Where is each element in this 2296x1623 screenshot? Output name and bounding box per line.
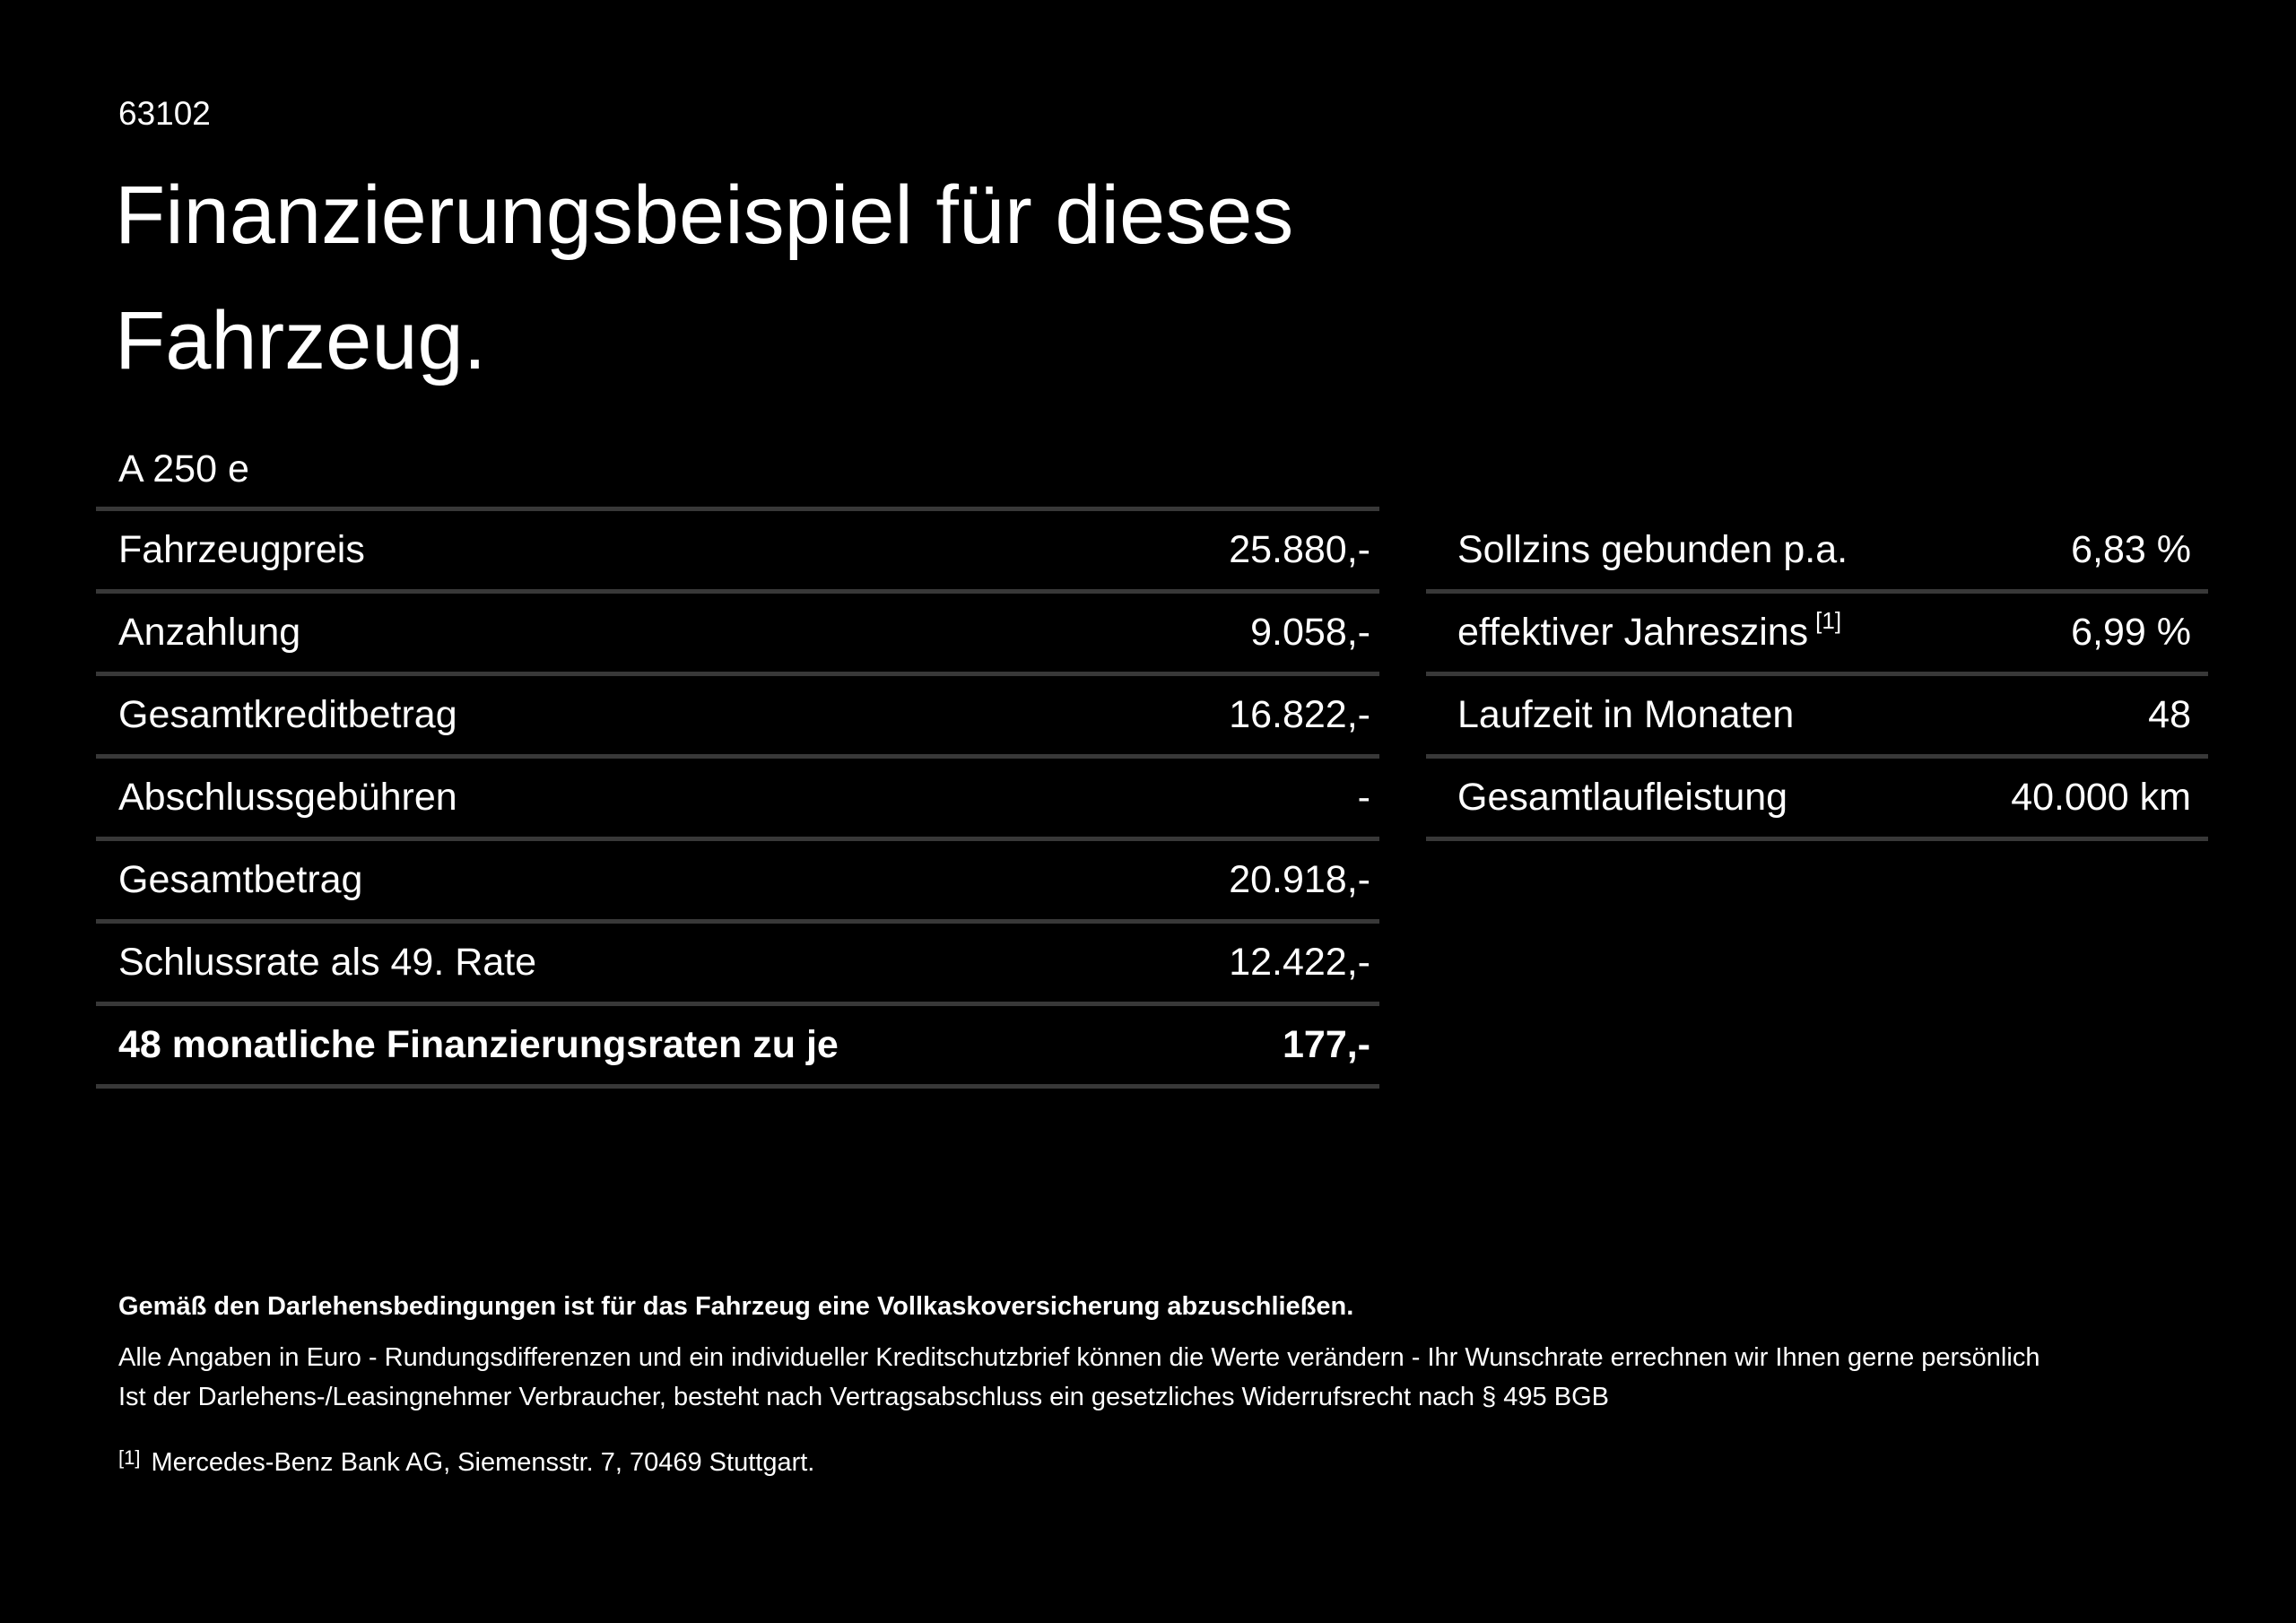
footnote-marker: [1] <box>118 1446 141 1469</box>
row-label: Gesamtlaufleistung <box>1457 776 1788 819</box>
disclaimer-line-1: Alle Angaben in Euro - Rundungsdifferenz… <box>118 1343 2040 1372</box>
table-row-sollzins: Sollzins gebunden p.a. 6,83 % <box>1426 511 2208 594</box>
footnote-ref-marker: [1] <box>1815 607 1842 634</box>
table-row-gesamtkreditbetrag: Gesamtkreditbetrag 16.822,- <box>96 672 1379 754</box>
row-value: 20.918,- <box>1229 858 1370 901</box>
row-label: Anzahlung <box>118 611 301 654</box>
vehicle-model: A 250 e <box>118 447 249 490</box>
row-value: 9.058,- <box>1250 611 1370 654</box>
table-row-anzahlung: Anzahlung 9.058,- <box>96 589 1379 672</box>
row-label: effektiver Jahreszins [1] <box>1457 609 1841 655</box>
page-title-line-2: Fahrzeug. <box>115 295 487 386</box>
row-value: 12.422,- <box>1229 941 1370 984</box>
bank-footnote: [1] Mercedes-Benz Bank AG, Siemensstr. 7,… <box>118 1447 2039 1478</box>
row-label: Fahrzeugpreis <box>118 528 365 571</box>
row-label: Abschlussgebühren <box>118 776 457 819</box>
row-value: - <box>1357 776 1370 819</box>
table-row-fahrzeugpreis: Fahrzeugpreis 25.880,- <box>96 507 1379 589</box>
row-label: Laufzeit in Monaten <box>1457 693 1795 736</box>
table-row-schlussrate: Schlussrate als 49. Rate 12.422,- <box>96 919 1379 1002</box>
footnote-text: Mercedes-Benz Bank AG, Siemensstr. 7, 70… <box>151 1448 815 1477</box>
row-label: Gesamtkreditbetrag <box>118 693 457 736</box>
row-value: 6,83 % <box>2071 528 2191 571</box>
row-value: 25.880,- <box>1229 528 1370 571</box>
footer-notes: Gemäß den Darlehensbedingungen ist für d… <box>118 1291 2039 1478</box>
finance-table: Fahrzeugpreis 25.880,- Anzahlung 9.058,-… <box>96 507 1379 1089</box>
doc-number: 63102 <box>118 95 211 132</box>
row-label: Schlussrate als 49. Rate <box>118 941 537 984</box>
page-title-line-1: Finanzierungsbeispiel für dieses <box>115 169 1294 261</box>
conditions-table: Sollzins gebunden p.a. 6,83 % effektiver… <box>1426 511 2208 841</box>
row-value: 177,- <box>1282 1023 1370 1066</box>
insurance-requirement-note: Gemäß den Darlehensbedingungen ist für d… <box>118 1292 1354 1321</box>
row-value: 48 <box>2148 693 2191 736</box>
page-title: Finanzierungsbeispiel für dieses Fahrzeu… <box>115 152 1293 404</box>
table-row-laufzeit: Laufzeit in Monaten 48 <box>1426 676 2208 759</box>
row-label: 48 monatliche Finanzierungsraten zu je <box>118 1023 839 1066</box>
disclaimer-line-2: Ist der Darlehens-/Leasingnehmer Verbrau… <box>118 1383 1609 1411</box>
row-label-text: effektiver Jahreszins <box>1457 611 1809 654</box>
row-label: Gesamtbetrag <box>118 858 363 901</box>
row-value: 40.000 km <box>2011 776 2191 819</box>
table-row-gesamtlaufleistung: Gesamtlaufleistung 40.000 km <box>1426 759 2208 841</box>
table-row-monatsraten: 48 monatliche Finanzierungsraten zu je 1… <box>96 1002 1379 1089</box>
row-label: Sollzins gebunden p.a. <box>1457 528 1848 571</box>
row-value: 6,99 % <box>2071 611 2191 654</box>
row-value: 16.822,- <box>1229 693 1370 736</box>
table-row-abschlussgebuehren: Abschlussgebühren - <box>96 754 1379 837</box>
table-row-effektiver-jahreszins: effektiver Jahreszins [1] 6,99 % <box>1426 594 2208 676</box>
table-row-gesamtbetrag: Gesamtbetrag 20.918,- <box>96 837 1379 919</box>
